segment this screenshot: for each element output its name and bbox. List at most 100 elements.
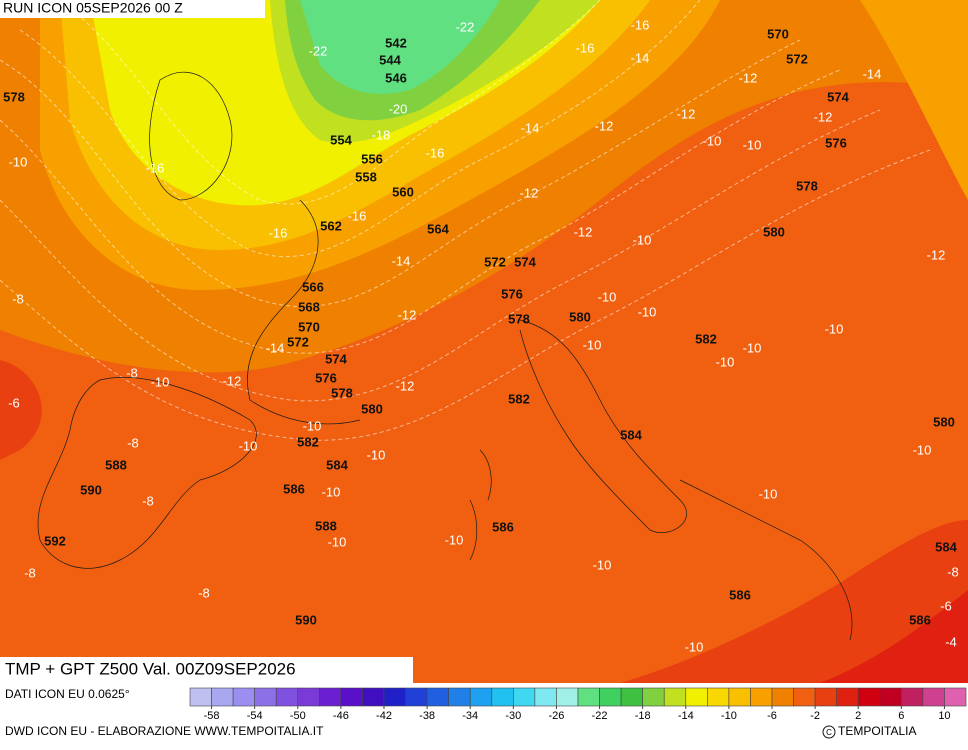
tmp-label: -12 [223,373,242,388]
tick-label: 6 [898,710,904,722]
tmp-label: -12 [574,224,593,239]
color-box [620,687,643,707]
gpt-label: 584 [326,457,348,472]
band [820,590,968,683]
tmp-label: -10 [583,337,602,352]
tick-label: -26 [548,710,564,722]
color-box [297,687,320,707]
run-box [0,0,265,18]
gpt-label: 574 [827,89,849,104]
color-box [491,687,514,707]
colorbar: -58 -54 -50 -46 -42 -38 -34 -30 -26 -22 -18 -14 -10-… [189,687,967,722]
brand-label: TEMPOITALIA [838,724,916,738]
band [300,0,500,94]
color-box [685,687,708,707]
gpt-label: 576 [825,135,847,150]
tmp-label: -16 [348,208,367,223]
color-box [405,687,428,707]
gpt-label: 574 [514,254,536,269]
band [0,360,42,460]
copyright-icon-c: C [826,728,832,737]
color-box [728,687,751,707]
tmp-label: -10 [633,232,652,247]
band [860,0,968,200]
tick-label: -10 [721,710,737,722]
color-box [211,687,234,707]
tick-label: -2 [810,710,820,722]
tick-label: -14 [678,710,694,722]
tmp-label: -10 [716,354,735,369]
tmp-label: -10 [685,639,704,654]
tmp-label: -10 [638,304,657,319]
color-box [707,687,730,707]
tick-label: 10 [938,710,950,722]
gpt-label: 564 [427,221,449,236]
credit-label: DWD ICON EU - ELABORAZIONE WWW.TEMPOITAL… [5,724,324,738]
gpt-label: 566 [302,279,324,294]
color-box [556,687,579,707]
gpt-label: 590 [295,612,317,627]
color-box [362,687,385,707]
tmp-label: -10 [445,532,464,547]
gpt-label: 578 [796,178,818,193]
color-box [922,687,945,707]
color-box [577,687,600,707]
tick-label: -54 [247,710,263,722]
tick-label: -30 [505,710,521,722]
gpt-label: 586 [909,612,931,627]
gpt-label: 580 [569,309,591,324]
color-box [599,687,622,707]
tmp-label: -16 [576,40,595,55]
tmp-label: -8 [126,365,138,380]
tick-label: -38 [419,710,435,722]
tmp-label: -10 [825,321,844,336]
tmp-label: -8 [127,435,139,450]
tmp-label: -10 [367,447,386,462]
tmp-label: -8 [198,585,210,600]
tmp-label: -10 [328,534,347,549]
tmp-label: -10 [913,442,932,457]
color-box [319,687,342,707]
gpt-label: 580 [933,414,955,429]
tmp-label: -6 [8,395,20,410]
gpt-label: 572 [786,51,808,66]
gpt-label: 582 [695,331,717,346]
tmp-label: -8 [142,493,154,508]
gpt-label: 544 [379,52,401,67]
color-box [642,687,665,707]
tick-label: -34 [462,710,478,722]
gpt-label: 578 [331,385,353,400]
tick-label: -22 [592,710,608,722]
gpt-label: 588 [105,457,127,472]
tmp-label: -8 [12,291,24,306]
tick-label: -46 [333,710,349,722]
color-box [275,687,299,707]
tmp-label: -14 [266,340,285,355]
gpt-label: 562 [320,218,342,233]
color-box [469,687,493,707]
tmp-label: -10 [151,374,170,389]
tmp-label: -18 [372,127,391,142]
tick-label: -6 [767,710,777,722]
tmp-label: -12 [520,185,539,200]
tmp-label: -16 [146,160,165,175]
gpt-label: 558 [355,169,377,184]
band [620,520,968,683]
gpt-label: 580 [763,224,785,239]
tmp-label: -10 [759,486,778,501]
contours [0,0,931,441]
tmp-label: -10 [743,340,762,355]
gpt-label: 582 [297,434,319,449]
color-box [944,687,967,707]
tick-label: 2 [855,710,861,722]
gpt-label: 572 [484,254,506,269]
color-box [383,687,406,707]
color-box [254,687,277,707]
gpt-label: 588 [315,518,337,533]
tmp-labels: -22 -22 -20 -18 -16 -16 -14 -12 -14 -12 -12 -12 -14 -… [8,17,959,654]
gpt-label: 586 [729,587,751,602]
tmp-label: -8 [947,564,959,579]
tmp-label: -14 [863,66,882,81]
